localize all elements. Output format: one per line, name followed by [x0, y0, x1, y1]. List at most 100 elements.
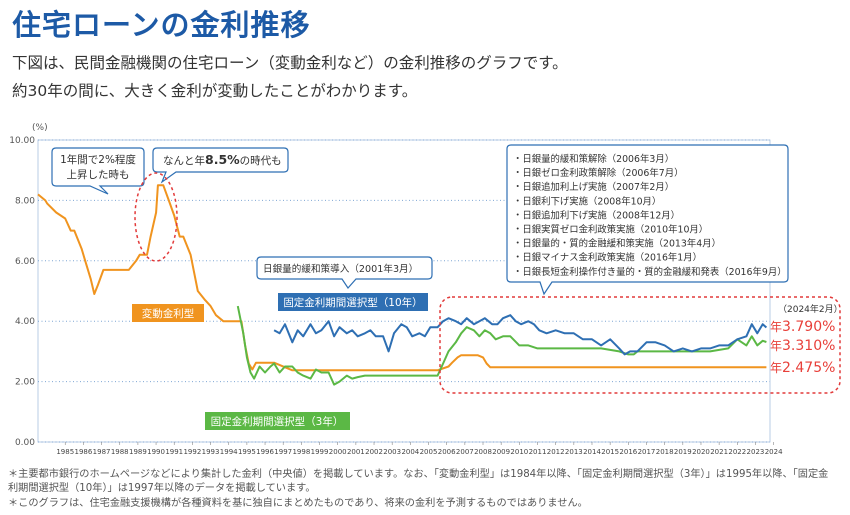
series-line-fixed3 [236, 305, 767, 386]
latest-rate-fixed10-value: 3.790% [782, 319, 835, 335]
x-tick-label: 1985 [56, 448, 74, 456]
x-tick-label: 1996 [256, 448, 274, 456]
callout-boj-list: ・日銀量的緩和策解除（2006年3月） ・日銀ゼロ金利政策解除（2006年7月） ・… [506, 144, 789, 296]
callout-boj-2001-box [256, 256, 433, 289]
callout-peak-suffix: の時代も [240, 155, 282, 167]
plot-frame [37, 139, 771, 443]
x-tick-label: 2015 [601, 448, 619, 456]
callout-one-year-line-2: 上昇した時も [67, 169, 130, 181]
x-tick-label: 1992 [183, 448, 201, 456]
x-tick-label: 1991 [165, 448, 183, 456]
x-tick-label: 2005 [420, 448, 438, 456]
y-tick-label: 10.00 [9, 136, 35, 146]
boj-list-item: ・日銀追加利上げ実施（2007年2月） [513, 181, 674, 193]
boj-list-item: ・日銀ゼロ金利政策解除（2006年7月） [513, 167, 683, 179]
latest-rate-fixed3: 年3.310% [770, 338, 835, 354]
svg-text:年3.310%: 年3.310% [770, 338, 835, 354]
x-tick-label: 2016 [619, 448, 637, 456]
page-title: 住宅ローンの金利推移 [12, 8, 311, 42]
latest-rate-variable: 年2.475% [770, 360, 835, 376]
series-label-fixed10-text: 固定金利期間選択型（10年） [283, 296, 422, 309]
callout-one-year-box [51, 147, 145, 195]
callout-one-year-line-1: 1年間で2%程度 [60, 153, 136, 166]
series-label-fixed3-bg [205, 412, 350, 430]
x-axis-ticks: 1985 1986 1987 1988 1989 1990 1991 1992 1993 1994… [56, 442, 783, 456]
x-tick-label: 2009 [492, 448, 510, 456]
x-tick-label: 1995 [238, 448, 256, 456]
latest-rate-variable-value: 2.475% [782, 360, 835, 376]
x-tick-label: 2002 [365, 448, 383, 456]
series-label-fixed10: 固定金利期間選択型（10年） [278, 293, 428, 311]
y-unit-label: (%) [32, 123, 48, 133]
x-tick-label: 2001 [347, 448, 365, 456]
x-tick-label: 1997 [274, 448, 292, 456]
x-tick-label: 2021 [710, 448, 728, 456]
x-tick-label: 1989 [129, 448, 147, 456]
x-tick-label: 2018 [656, 448, 674, 456]
x-tick-label: 1987 [93, 448, 111, 456]
callout-peak-box [152, 147, 289, 184]
boj-list-item: ・日銀実質ゼロ金利政策実施（2010年10月） [513, 224, 708, 236]
x-tick-label: 2019 [674, 448, 692, 456]
x-tick-label: 2017 [638, 448, 656, 456]
x-tick-label: 2024 [765, 448, 783, 456]
y-tick-label: 0.00 [15, 438, 35, 448]
latest-rate-fixed10-prefix: 年 [770, 320, 782, 334]
series-line-fixed10 [273, 314, 768, 356]
peak-highlight-ellipse [134, 172, 178, 262]
x-tick-label: 1994 [220, 448, 238, 456]
boj-list-item: ・日銀量的緩和策解除（2006年3月） [513, 153, 674, 165]
footnote-1: ＊主要都市銀行のホームページなどにより集計した金利（中央値）を掲載しています。な… [8, 469, 829, 494]
intro-line-1: 下図は、民間金融機関の住宅ローン（変動金利など）の金利推移のグラフです。 [12, 54, 568, 72]
boj-list-item: ・日銀利下げ実施（2008年10月） [513, 195, 661, 207]
y-tick-label: 4.00 [15, 317, 35, 327]
callout-peak: なんと年8.5%の時代も [152, 147, 289, 184]
callout-peak-prefix: なんと年 [163, 154, 205, 167]
y-tick-label: 6.00 [15, 257, 35, 267]
x-tick-label: 1998 [292, 448, 310, 456]
series-label-fixed3-text: 固定金利期間選択型（3年） [211, 415, 344, 428]
x-tick-label: 2004 [401, 448, 419, 456]
latest-date-label: （2024年2月） [778, 303, 843, 315]
intro-line-2: 約30年の間に、大きく金利が変動したことがわかります。 [12, 82, 418, 100]
callout-peak-text: なんと年8.5%の時代も [163, 152, 282, 167]
x-tick-label: 1993 [202, 448, 220, 456]
x-tick-label: 1999 [311, 448, 329, 456]
series-label-fixed3: 固定金利期間選択型（3年） [205, 412, 350, 430]
y-tick-label: 8.00 [15, 196, 35, 206]
callout-one-year: 1年間で2%程度 上昇した時も [51, 147, 145, 195]
series-label-fixed10-bg [278, 293, 428, 311]
x-tick-label: 2007 [456, 448, 474, 456]
callout-peak-value: 8.5% [205, 152, 240, 167]
series-label-variable-bg [132, 304, 204, 322]
latest-rates-highlight [439, 296, 841, 394]
x-tick-label: 1986 [74, 448, 92, 456]
svg-text:年2.475%: 年2.475% [770, 360, 835, 376]
x-tick-label: 2022 [728, 448, 746, 456]
boj-list-item: ・日銀長短金利操作付き量的・質的金融緩和発表（2016年9月） [513, 266, 787, 278]
x-tick-label: 1990 [147, 448, 165, 456]
latest-rate-fixed3-prefix: 年 [770, 339, 782, 353]
boj-list-item: ・日銀追加利下げ実施（2008年12月） [513, 209, 680, 221]
x-tick-label: 1988 [111, 448, 129, 456]
y-axis-ticks: 0.00 2.00 4.00 6.00 8.00 10.00 [9, 136, 35, 448]
x-tick-label: 2003 [383, 448, 401, 456]
callout-boj-list-box [506, 144, 789, 296]
x-tick-label: 2006 [438, 448, 456, 456]
x-tick-label: 2000 [329, 448, 347, 456]
x-tick-label: 2011 [529, 448, 547, 456]
y-tick-label: 2.00 [15, 378, 35, 388]
series-label-variable-text: 変動金利型 [142, 307, 195, 320]
boj-list-items: ・日銀量的緩和策解除（2006年3月） ・日銀ゼロ金利政策解除（2006年7月） ・… [513, 153, 787, 278]
svg-text:年3.790%: 年3.790% [770, 319, 835, 335]
x-tick-label: 2020 [692, 448, 710, 456]
callout-boj-2001: 日銀量的緩和策導入（2001年3月） [256, 256, 433, 289]
x-tick-label: 2012 [547, 448, 565, 456]
footnote-2: ＊このグラフは、住宅金融支援機構が各種資料を基に独自にまとめたものであり、将来の… [8, 498, 588, 509]
x-tick-label: 2010 [510, 448, 528, 456]
latest-rate-fixed10: 年3.790% [770, 319, 835, 335]
series-lines [37, 184, 768, 386]
boj-list-item: ・日銀量的・質的金融緩和策実施（2013年4月） [513, 238, 721, 250]
x-tick-label: 2013 [565, 448, 583, 456]
